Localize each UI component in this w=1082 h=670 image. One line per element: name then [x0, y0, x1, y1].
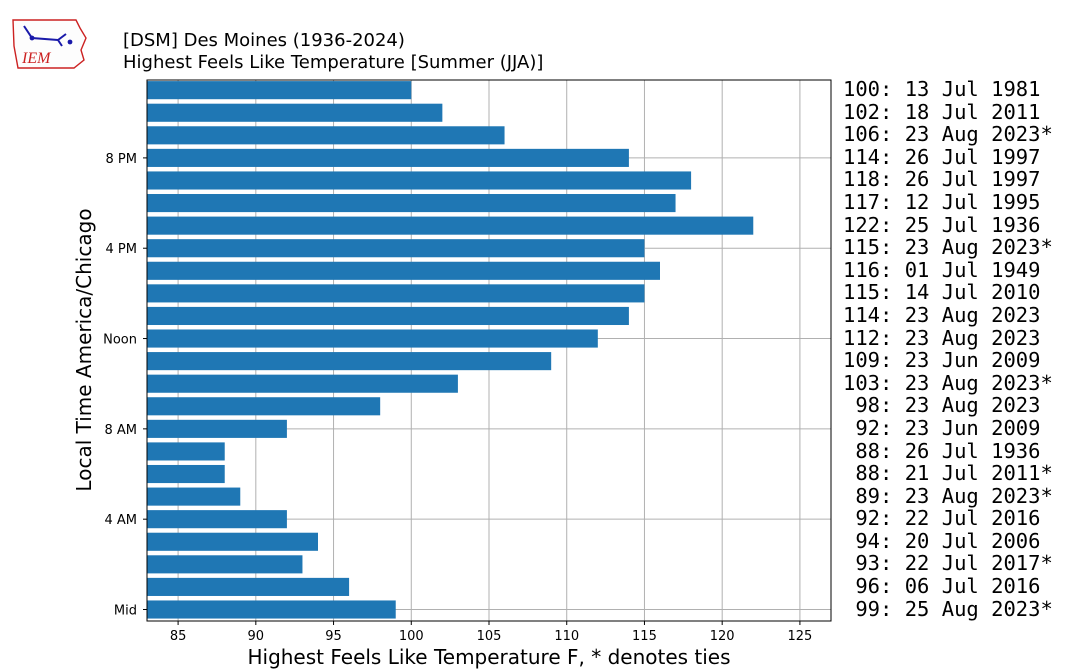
y-axis-label: Local Time America/Chicago	[72, 208, 96, 491]
annotation-hour-10: 103: 23 Aug 2023*	[843, 370, 1053, 395]
bar-hour-2	[147, 555, 303, 574]
annotation-hour-11: 109: 23 Jun 2009	[843, 348, 1041, 373]
bars	[147, 81, 754, 619]
iem-logo: IEM	[12, 19, 87, 69]
bar-hour-21	[147, 126, 505, 145]
x-axis-label: Highest Feels Like Temperature F, * deno…	[247, 645, 730, 669]
bar-hour-11	[147, 352, 552, 371]
bar-hour-22	[147, 103, 443, 122]
x-tick-label: 90	[248, 629, 265, 644]
annotation-hour-13: 114: 23 Aug 2023	[843, 302, 1041, 327]
bar-hour-3	[147, 532, 318, 551]
bar-hour-8	[147, 419, 287, 438]
annotation-hour-23: 100: 13 Jul 1981	[843, 77, 1041, 101]
annotation-hour-19: 118: 26 Jul 1997	[843, 167, 1041, 192]
x-tick-label: 105	[477, 629, 502, 644]
bar-hour-15	[147, 261, 660, 280]
annotation-hour-17: 122: 25 Jul 1936	[843, 212, 1041, 237]
bar-hour-13	[147, 306, 629, 326]
annotation-hour-21: 106: 23 Aug 2023*	[843, 122, 1053, 147]
y-tick-label: Mid	[114, 604, 137, 619]
chart-title-line2: Highest Feels Like Temperature [Summer (…	[123, 52, 544, 73]
x-tick-label: 85	[170, 629, 187, 644]
annotation-hour-22: 102: 18 Jul 2011	[843, 99, 1041, 124]
bar-hour-12	[147, 329, 598, 348]
bar-hour-14	[147, 284, 645, 303]
bar-hour-9	[147, 397, 381, 416]
annotation-hour-4: 92: 22 Jul 2016	[843, 506, 1041, 531]
annotation-hour-8: 92: 23 Jun 2009	[843, 415, 1041, 440]
x-tick-label: 125	[787, 629, 812, 644]
record-annotations: 100: 13 Jul 1981 102: 18 Jul 2011 106: 23 …	[843, 78, 1053, 620]
annotation-hour-9: 98: 23 Aug 2023	[843, 393, 1041, 418]
bar-hour-1	[147, 577, 350, 596]
x-tick-label: 115	[632, 629, 657, 644]
bar-hour-23	[147, 81, 412, 100]
x-tick-label: 100	[399, 629, 424, 644]
bar-hour-17	[147, 216, 754, 235]
x-tick-label: 95	[325, 629, 342, 644]
y-tick-label: 4 AM	[104, 513, 137, 528]
axis-ticks: 85 90 95 100 105 110 115 120 125 Mid 4 AM 8 AM Noon 4…	[103, 152, 812, 644]
y-tick-label: 4 PM	[106, 242, 137, 257]
bar-hour-6	[147, 464, 225, 484]
annotation-hour-1: 96: 06 Jul 2016	[843, 574, 1041, 599]
y-tick-label: 8 PM	[106, 152, 137, 167]
chart-title-line1: [DSM] Des Moines (1936-2024)	[123, 30, 405, 51]
annotation-hour-16: 115: 23 Aug 2023*	[843, 235, 1053, 260]
bar-hour-5	[147, 487, 241, 506]
annotation-hour-20: 114: 26 Jul 1997	[843, 144, 1041, 169]
x-tick-label: 110	[554, 629, 579, 644]
annotation-hour-6: 88: 21 Jul 2011*	[843, 461, 1053, 486]
bar-hour-19	[147, 171, 692, 190]
bar-hour-18	[147, 194, 676, 213]
x-tick-label: 120	[710, 629, 735, 644]
annotation-hour-14: 115: 14 Jul 2010	[843, 280, 1041, 305]
y-tick-label: 8 AM	[104, 423, 137, 438]
bar-hour-0	[147, 600, 396, 619]
annotation-hour-12: 112: 23 Aug 2023	[843, 325, 1041, 350]
annotation-hour-5: 89: 23 Aug 2023*	[843, 483, 1053, 508]
annotation-hour-2: 93: 22 Jul 2017*	[843, 551, 1053, 576]
annotation-hour-3: 94: 20 Jul 2006	[843, 528, 1041, 553]
annotation-hour-7: 88: 26 Jul 1936	[843, 438, 1041, 463]
y-tick-label: Noon	[103, 333, 137, 348]
bar-hour-16	[147, 239, 645, 258]
iowa-outline-icon	[12, 19, 87, 69]
bar-hour-7	[147, 442, 225, 461]
annotation-hour-15: 116: 01 Jul 1949	[843, 257, 1041, 282]
bar-hour-4	[147, 510, 287, 529]
logo-text: IEM	[21, 50, 52, 67]
annotation-hour-18: 117: 12 Jul 1995	[843, 189, 1041, 214]
bar-hour-10	[147, 374, 458, 393]
annotation-hour-0: 99: 25 Aug 2023*	[843, 596, 1053, 621]
bar-hour-20	[147, 148, 629, 167]
